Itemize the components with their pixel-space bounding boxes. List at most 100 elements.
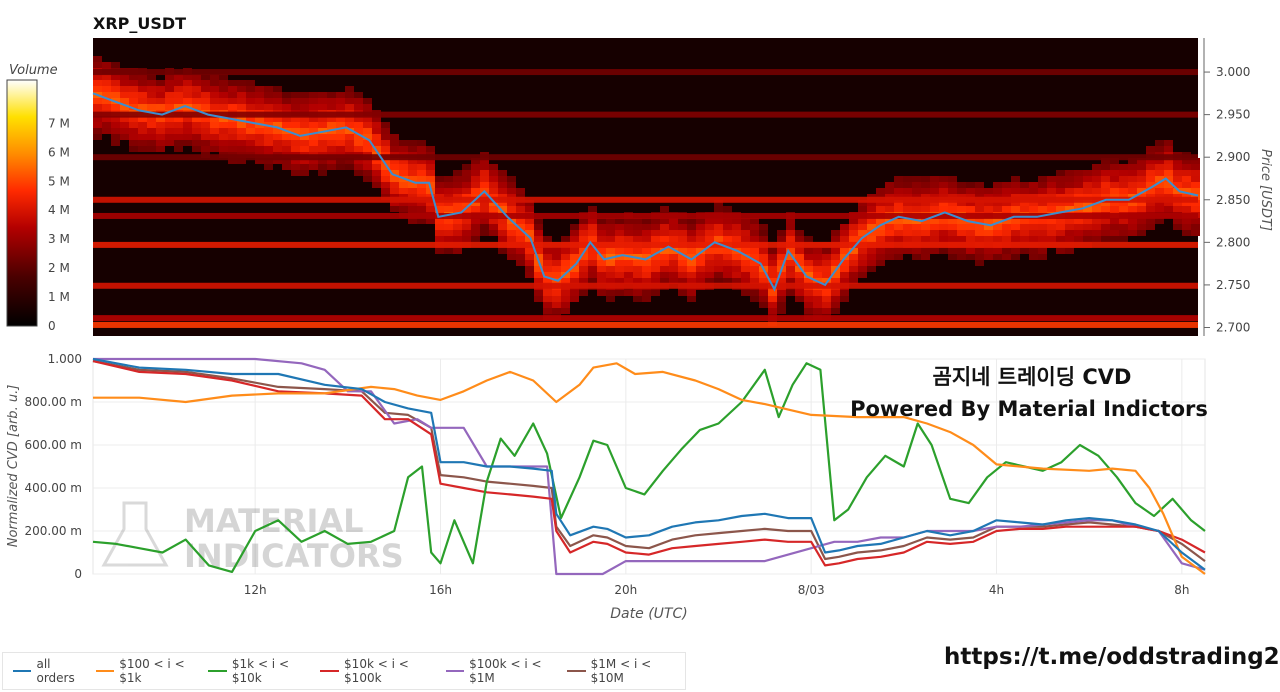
heat-cell [228,146,237,152]
heat-cell [255,104,264,110]
heat-cell [219,116,228,122]
heat-cell [192,140,201,146]
heat-cell [741,230,750,236]
heat-cell [435,236,444,242]
heat-cell [570,224,579,230]
heat-cell [822,308,831,314]
heat-cell [732,260,741,266]
heat-cell [156,86,165,92]
heat-cell [255,116,264,122]
colorbar-tick-label: 5 M [48,174,70,188]
heat-cell [705,272,714,278]
heat-cell [192,74,201,80]
heat-cell [246,134,255,140]
heat-cell [651,278,660,284]
heat-cell [597,260,606,266]
heat-cell [1029,200,1038,206]
heat-cell [822,296,831,302]
heat-cell [885,254,894,260]
heat-cell [219,98,228,104]
heat-cell [912,224,921,230]
heat-cell [669,230,678,236]
heat-cell [759,230,768,236]
heat-cell [516,200,525,206]
legend-item[interactable]: $10k < i < $100k [320,657,433,685]
heat-cell [1011,224,1020,230]
heat-cell [354,92,363,98]
heat-cell [1119,182,1128,188]
colorbar-tick-label: 2 M [48,261,70,275]
heat-cell [156,98,165,104]
heat-cell [174,146,183,152]
heat-cell [201,128,210,134]
legend-item[interactable]: all orders [13,657,84,685]
heat-cell [1002,182,1011,188]
heat-cell [588,278,597,284]
legend-item[interactable]: $1k < i < $10k [208,657,308,685]
heat-cell [1191,164,1200,170]
heat-cell [687,230,696,236]
heat-cell [1128,218,1137,224]
heat-cell [1146,206,1155,212]
heat-cell [552,254,561,260]
heat-cell [696,236,705,242]
telegram-link[interactable]: https://t.me/oddstrading2 [944,644,1280,670]
heat-cell [1173,158,1182,164]
heat-cell [1101,224,1110,230]
heat-cell [813,260,822,266]
heat-cell [237,128,246,134]
heat-cell [444,224,453,230]
heat-cell [246,104,255,110]
heat-cell [1119,236,1128,242]
heat-cell [1092,170,1101,176]
heat-cell [534,218,543,224]
heat-cell [831,308,840,314]
heat-cell [975,230,984,236]
heat-cell [255,98,264,104]
heat-cell [147,122,156,128]
heat-cell [345,116,354,122]
heat-cell [642,272,651,278]
legend-item[interactable]: $1M < i < $10M [567,657,673,685]
heat-cell [1056,182,1065,188]
heat-cell [273,116,282,122]
heat-cell [939,206,948,212]
heat-cell [1191,218,1200,224]
heat-cell [786,236,795,242]
price-tick-label: 2.950 [1216,108,1250,122]
heat-cell [327,146,336,152]
heat-cell [750,272,759,278]
heat-cell [876,206,885,212]
legend-item[interactable]: $100 < i < $1k [95,657,197,685]
heat-cell [390,200,399,206]
heat-cell [669,266,678,272]
heat-cell [759,248,768,254]
heat-cell [741,254,750,260]
heat-cell [273,86,282,92]
heat-cell [948,236,957,242]
heat-cell [588,218,597,224]
heat-cell [507,200,516,206]
heat-cell [624,266,633,272]
heat-cell [174,140,183,146]
heat-cell [597,230,606,236]
heat-cell [912,236,921,242]
heat-cell [957,200,966,206]
heat-cell [804,290,813,296]
overlay-subtitle: Powered By Material Indictors [850,397,1208,421]
heat-cell [1074,176,1083,182]
legend-item[interactable]: $100k < i < $1M [445,657,556,685]
heat-cell [1182,158,1191,164]
heat-cell [1083,236,1092,242]
heat-cell [1119,176,1128,182]
heat-cell [624,230,633,236]
heat-cell [237,92,246,98]
heat-cell [858,266,867,272]
heat-cell [696,230,705,236]
heat-cell [813,296,822,302]
heat-cell [894,254,903,260]
heat-cell [948,176,957,182]
heat-cell [1146,182,1155,188]
heat-cell [471,218,480,224]
heat-cell [318,122,327,128]
